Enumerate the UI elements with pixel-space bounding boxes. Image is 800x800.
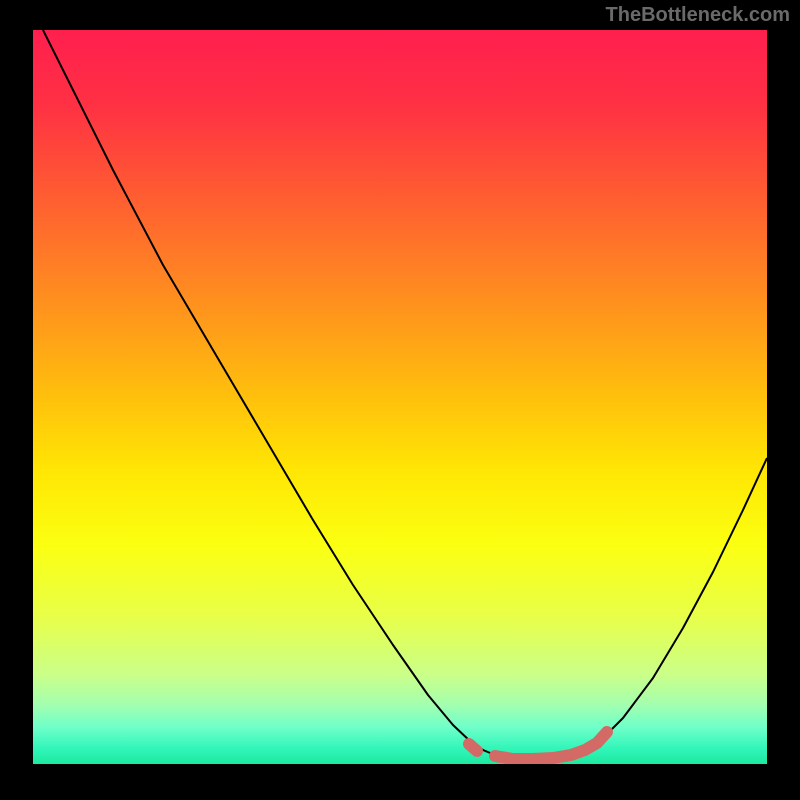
- watermark-text: TheBottleneck.com: [606, 4, 790, 27]
- bottleneck-curve-chart: [33, 30, 767, 764]
- chart-area: [33, 30, 767, 764]
- chart-container: TheBottleneck.com: [0, 0, 800, 800]
- highlight-segment-0: [469, 744, 477, 751]
